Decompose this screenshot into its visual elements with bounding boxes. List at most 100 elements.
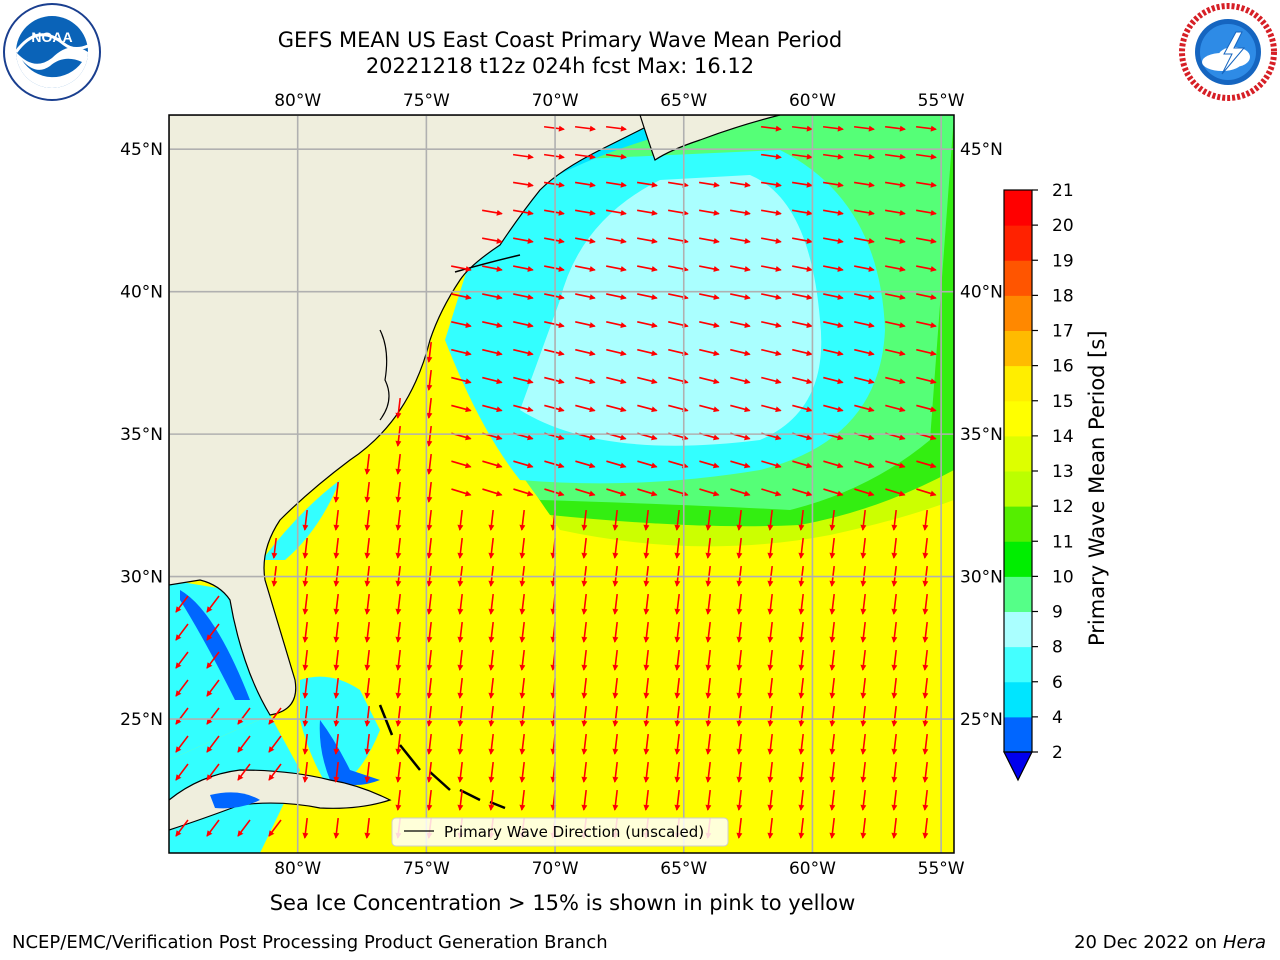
wave-arrow xyxy=(736,705,743,727)
colorbar-segment xyxy=(1004,190,1032,226)
wave-arrow xyxy=(885,237,906,244)
wave-arrow xyxy=(581,509,588,531)
wave-arrow xyxy=(333,509,340,531)
wave-arrow xyxy=(605,125,627,132)
wave-arrow xyxy=(891,733,898,755)
wave-arrow xyxy=(544,404,565,413)
colorbar-tick-label: 20 xyxy=(1052,216,1074,236)
lon-tick-label: 70°W xyxy=(532,859,579,879)
lat-tick-label: 35°N xyxy=(960,425,1003,445)
wave-arrow xyxy=(643,593,650,615)
wave-arrow xyxy=(705,677,712,699)
wave-arrow xyxy=(798,649,805,671)
wave-arrow xyxy=(451,348,472,357)
wave-arrow xyxy=(699,237,720,244)
wave-arrow xyxy=(271,537,278,559)
date-line: 20 Dec 2022 on Hera xyxy=(1074,932,1266,953)
wave-arrow xyxy=(730,209,751,216)
wave-arrow xyxy=(767,705,774,727)
wave-arrow xyxy=(860,817,867,839)
wave-arrow xyxy=(575,237,596,244)
wave-arrow xyxy=(426,537,433,559)
wave-arrow xyxy=(488,677,495,699)
wave-arrow xyxy=(395,761,402,783)
wave-arrow xyxy=(885,293,906,300)
wave-arrow xyxy=(791,125,813,132)
wave-arrow xyxy=(823,293,844,300)
wave-arrow xyxy=(333,817,340,839)
wave-arrow xyxy=(482,293,503,300)
wave-arrow xyxy=(426,397,433,419)
wave-arrow xyxy=(513,460,534,469)
wave-arrow xyxy=(513,237,534,244)
wave-arrow xyxy=(792,348,813,357)
wave-arrow xyxy=(574,125,596,132)
wave-arrow xyxy=(854,321,875,329)
lon-tick-label: 80°W xyxy=(274,91,321,111)
colorbar-tick-label: 15 xyxy=(1052,392,1074,412)
wave-arrow xyxy=(823,209,844,216)
wave-arrow xyxy=(705,733,712,755)
wave-arrow xyxy=(885,460,906,469)
wave-arrow xyxy=(829,593,836,615)
wave-arrow xyxy=(175,763,189,781)
wave-arrow xyxy=(206,735,220,753)
wave-arrow xyxy=(637,321,658,329)
colorbar-tick-label: 12 xyxy=(1052,497,1074,517)
wave-arrow xyxy=(699,209,720,216)
wave-arrow xyxy=(823,460,844,469)
wave-arrow xyxy=(699,376,720,385)
wave-arrow xyxy=(395,789,402,811)
wave-arrow xyxy=(916,265,937,272)
wave-arrow xyxy=(792,237,813,244)
wave-arrow xyxy=(364,733,371,755)
wave-arrow xyxy=(916,404,937,413)
wave-arrow xyxy=(426,621,433,643)
wave-arrow xyxy=(482,209,503,216)
wave-arrow xyxy=(606,348,627,357)
wave-arrow xyxy=(451,404,472,413)
wave-arrow xyxy=(792,265,813,272)
wave-arrow xyxy=(302,733,309,755)
wave-arrow xyxy=(395,649,402,671)
lon-tick-label: 60°W xyxy=(789,859,836,879)
wave-arrow xyxy=(736,537,743,559)
wave-arrow xyxy=(175,595,189,613)
lat-tick-labels-left: 45°N 40°N 35°N 30°N 25°N xyxy=(120,140,163,730)
wave-arrow xyxy=(705,761,712,783)
wave-arrow xyxy=(891,789,898,811)
host-name: Hera xyxy=(1222,932,1266,953)
wave-arrow xyxy=(792,488,813,497)
wave-arrow xyxy=(519,789,526,811)
wave-arrow xyxy=(457,621,464,643)
wave-arrow xyxy=(364,621,371,643)
lat-tick-label: 35°N xyxy=(120,425,163,445)
wave-arrow xyxy=(612,621,619,643)
wave-arrow xyxy=(333,481,340,503)
wave-arrow xyxy=(605,153,627,160)
wave-arrow xyxy=(829,761,836,783)
wave-arrow xyxy=(767,817,774,839)
wave-arrow xyxy=(364,509,371,531)
wave-arrow xyxy=(829,621,836,643)
wave-arrow xyxy=(426,789,433,811)
wave-arrow xyxy=(206,679,220,697)
wave-arrow xyxy=(699,460,720,469)
wave-arrow xyxy=(705,789,712,811)
wave-arrow xyxy=(853,125,875,132)
lon-tick-label: 55°W xyxy=(918,859,965,879)
wave-arrow xyxy=(581,537,588,559)
wave-arrow xyxy=(792,209,813,216)
wave-arrow xyxy=(736,621,743,643)
legend-label: Primary Wave Direction (unscaled) xyxy=(444,823,704,841)
wave-arrow xyxy=(705,705,712,727)
wave-arrow xyxy=(364,453,371,475)
wave-arrow xyxy=(637,293,658,300)
wave-arrow xyxy=(922,649,929,671)
wave-arrow xyxy=(860,733,867,755)
wave-arrow xyxy=(575,209,596,216)
wave-arrow xyxy=(237,707,251,725)
wave-arrow xyxy=(760,153,782,160)
wave-arrow xyxy=(268,763,282,781)
nws-logo xyxy=(1179,3,1277,101)
